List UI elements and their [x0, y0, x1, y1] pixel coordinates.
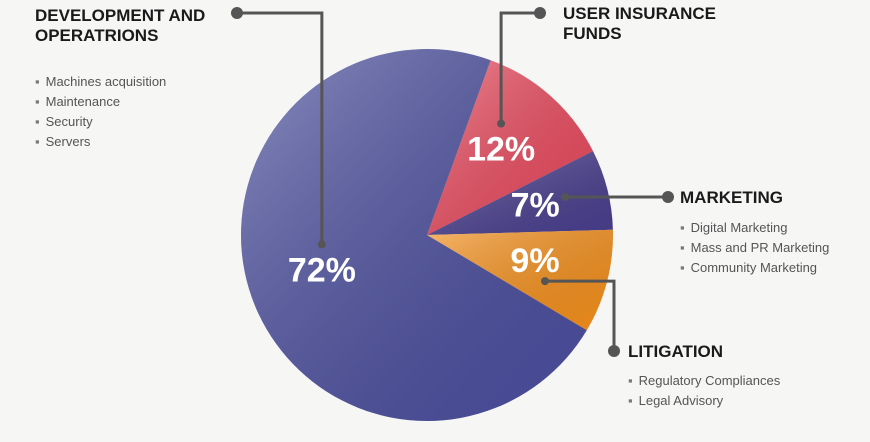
callout-dot: [608, 345, 620, 357]
category-heading: USER INSURANCE FUNDS: [563, 4, 717, 43]
detail-item: Machines acquisition: [35, 72, 167, 92]
callout-dot: [231, 7, 243, 19]
callout-end: [497, 119, 506, 128]
callout-line: [544, 279, 616, 351]
callout-line: [499, 11, 540, 124]
percent-label: 9%: [510, 242, 559, 280]
category-heading: MARKETING: [680, 188, 783, 207]
detail-list: Digital MarketingMass and PR MarketingCo…: [680, 218, 830, 278]
slice-sheen: [241, 48, 587, 422]
percent-label: 12%: [467, 131, 535, 169]
callout-end: [540, 277, 549, 286]
detail-item: Security: [35, 112, 166, 132]
detail-list: Regulatory CompliancesLegal Advisory: [628, 371, 781, 411]
detail-item: Maintenance: [35, 92, 166, 112]
callout-end: [317, 240, 326, 249]
callout-dot: [534, 7, 546, 19]
detail-item: Servers: [35, 132, 166, 152]
detail-item: Digital Marketing: [680, 218, 829, 238]
callout-line: [237, 11, 324, 245]
detail-item: Community Marketing: [680, 258, 829, 278]
category-heading: LITIGATION: [628, 342, 724, 361]
percent-label: 72%: [288, 251, 356, 289]
detail-item: Legal Advisory: [628, 391, 780, 411]
detail-item: Mass and PR Marketing: [680, 238, 830, 258]
detail-item: Regulatory Compliances: [628, 371, 781, 391]
callout-dot: [662, 191, 674, 203]
category-heading: DEVELOPMENT AND OPERATRIONS: [35, 6, 206, 45]
callout-end: [561, 193, 570, 201]
detail-list: Machines acquisitionMaintenanceSecurityS…: [35, 72, 167, 152]
slice-sheen: [427, 229, 613, 331]
slice-sheen: [427, 60, 594, 236]
percent-label: 7%: [511, 187, 560, 225]
slice-sheen: [427, 151, 613, 235]
